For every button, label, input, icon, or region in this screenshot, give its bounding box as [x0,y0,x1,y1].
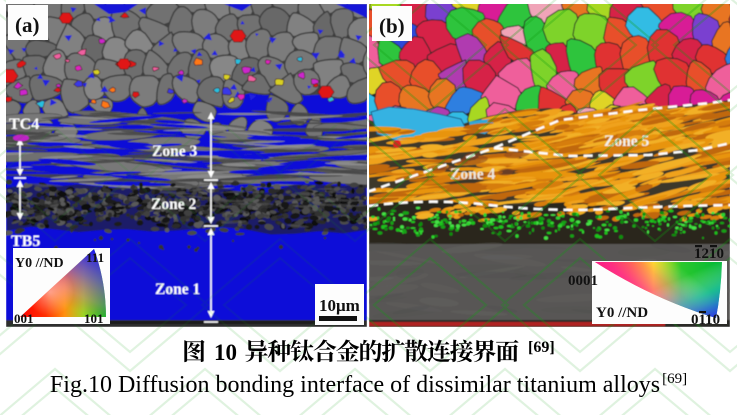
svg-text:TB5: TB5 [11,233,40,250]
svg-text:(b): (b) [379,14,405,38]
svg-text:0001: 0001 [568,273,598,289]
svg-text:111: 111 [86,250,104,265]
svg-text:[69]: [69] [528,339,555,356]
svg-text:Y0 //ND: Y0 //ND [596,305,648,321]
svg-text:0110: 0110 [691,312,720,328]
svg-text:Zone 3: Zone 3 [152,143,197,160]
svg-text:001: 001 [14,311,34,326]
svg-text:10μm: 10μm [319,296,360,315]
svg-text:(a): (a) [15,13,40,37]
svg-text:TC4: TC4 [9,116,39,133]
svg-text:101: 101 [84,311,104,326]
svg-text:Zone 5: Zone 5 [604,133,649,150]
svg-text:Zone 2: Zone 2 [151,196,196,213]
svg-text:Zone 1: Zone 1 [155,281,200,298]
svg-text:Zone 4: Zone 4 [450,166,495,183]
svg-text:10: 10 [214,340,237,365]
svg-text:Y0 //ND: Y0 //ND [15,256,64,271]
svg-text:1210: 1210 [694,246,724,262]
